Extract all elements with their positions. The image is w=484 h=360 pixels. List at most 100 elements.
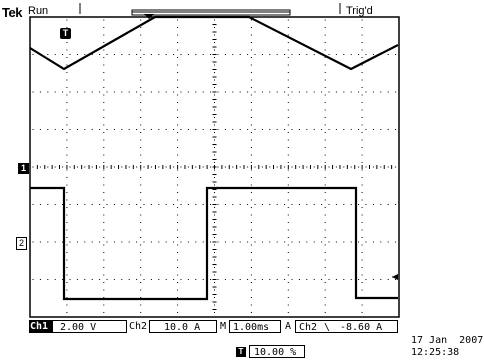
grid-dot <box>343 241 345 243</box>
grid-dot <box>284 129 286 130</box>
grid-dot <box>217 166 219 168</box>
grid-dot <box>76 204 78 205</box>
grid-dot <box>239 241 241 243</box>
grid-dot <box>324 94 326 96</box>
grid-dot <box>66 109 68 111</box>
grid-dot <box>324 259 326 261</box>
grid-dot <box>173 91 175 93</box>
grid-dot <box>298 54 300 55</box>
grid-dot <box>287 244 289 246</box>
grid-dot <box>287 87 289 88</box>
grid-dot <box>247 279 249 280</box>
grid-dot <box>250 139 252 141</box>
grid-dot <box>380 279 382 280</box>
grid-dot <box>195 54 197 55</box>
grid-dot <box>214 207 215 208</box>
grid-dot <box>287 139 289 141</box>
grid-dot <box>177 244 179 246</box>
grid-dot <box>324 42 326 43</box>
grid-dot <box>306 204 308 205</box>
grid-dot <box>350 54 352 55</box>
trigger-box: Ch2 \ -8.60 A <box>295 320 398 333</box>
grid-dot <box>372 204 374 205</box>
grid-dot <box>250 49 252 51</box>
grid-dot <box>54 129 56 130</box>
grid-dot <box>239 279 241 280</box>
ch1-label: Ch1 <box>29 320 53 333</box>
grid-dot <box>217 54 219 55</box>
grid-dot <box>324 49 326 51</box>
grid-dot <box>387 279 389 280</box>
grid-dot <box>284 54 286 55</box>
grid-dot <box>361 312 363 313</box>
grid-dot <box>287 304 289 306</box>
grid-dot <box>214 289 215 291</box>
grid-dot <box>269 204 271 205</box>
grid-dot <box>224 54 226 55</box>
grid-dot <box>103 154 105 156</box>
grid-dot <box>121 204 123 205</box>
grid-dot <box>254 166 256 168</box>
grid-dot <box>66 244 68 246</box>
grid-dot <box>232 204 234 205</box>
grid-dot <box>103 162 105 163</box>
grid-dot <box>66 64 68 66</box>
grid-dot <box>328 91 330 93</box>
grid-dot <box>250 222 252 223</box>
grid-dot <box>177 252 179 253</box>
grid-dot <box>269 279 271 280</box>
grid-dot <box>321 166 323 168</box>
grid-dot <box>361 147 363 148</box>
grid-dot <box>140 244 142 246</box>
grid-dot <box>291 129 293 130</box>
grid-dot <box>387 129 389 130</box>
grid-dot <box>140 207 142 208</box>
grid-dot <box>103 312 105 313</box>
grid-dot <box>66 102 68 103</box>
grid-dot <box>214 19 215 21</box>
grid-dot <box>276 166 278 168</box>
grid-dot <box>140 87 142 88</box>
grid-dot <box>140 64 142 66</box>
grid-dot <box>177 154 179 156</box>
grid-dot <box>177 94 179 96</box>
grid-dot <box>324 19 326 21</box>
grid-dot <box>298 129 300 130</box>
grid-dot <box>361 87 363 88</box>
grid-dot <box>361 214 363 216</box>
grid-dot <box>276 279 278 280</box>
grid-dot <box>177 132 179 133</box>
grid-dot <box>358 54 360 55</box>
grid-dot <box>66 162 68 163</box>
grid-dot <box>335 279 337 280</box>
trigger-level: -8.60 A <box>340 322 383 333</box>
grid-dot <box>350 279 352 280</box>
grid-dot <box>143 54 145 55</box>
grid-dot <box>214 252 215 253</box>
grid-dot <box>140 57 142 58</box>
grid-dot <box>250 132 252 133</box>
grid-dot <box>276 54 278 55</box>
grid-dot <box>140 214 142 216</box>
grid-dot <box>136 54 138 55</box>
grid-dot <box>177 27 179 28</box>
grid-dot <box>269 241 271 243</box>
grid-dot <box>177 49 179 51</box>
grid-dot <box>313 91 315 93</box>
grid-dot <box>103 34 105 36</box>
grid-dot <box>372 54 374 55</box>
grid-dot <box>140 139 142 141</box>
grid-dot <box>287 252 289 253</box>
grid-dot <box>250 282 252 283</box>
grid-dot <box>202 91 204 93</box>
grid-dot <box>128 54 130 55</box>
grid-dot <box>324 132 326 133</box>
grid-dot <box>214 57 215 58</box>
grid-dot <box>361 109 363 111</box>
grid-dot <box>250 109 252 111</box>
grid-dot <box>150 91 152 93</box>
grid-dot <box>250 162 252 163</box>
grid-dot <box>121 129 123 130</box>
grid-dot <box>335 204 337 205</box>
grid-dot <box>106 279 108 280</box>
